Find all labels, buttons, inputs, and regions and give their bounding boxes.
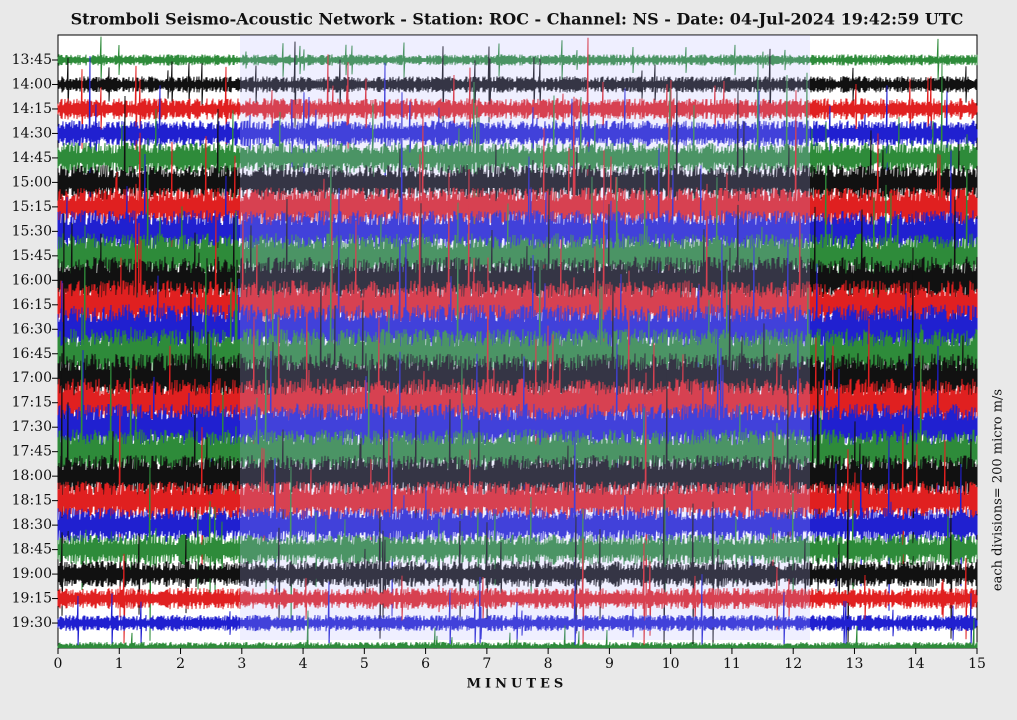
x-tick-label: 2 bbox=[176, 656, 185, 672]
trace bbox=[57, 491, 978, 649]
x-tick-label: 11 bbox=[723, 656, 741, 672]
trace bbox=[57, 36, 978, 84]
y-tick-label: 15:15 bbox=[12, 199, 52, 215]
y-tick-label: 17:15 bbox=[12, 395, 52, 411]
y-tick-label: 14:30 bbox=[12, 125, 52, 141]
y-tick-label: 19:30 bbox=[12, 615, 52, 631]
trace bbox=[57, 193, 978, 368]
trace bbox=[57, 41, 978, 128]
x-tick-label: 1 bbox=[115, 656, 124, 672]
trace bbox=[57, 433, 978, 617]
x-tick-label: 8 bbox=[544, 656, 553, 672]
y-tick-label: 17:30 bbox=[12, 419, 52, 435]
x-tick-label: 12 bbox=[784, 656, 802, 672]
x-tick-label: 6 bbox=[421, 656, 430, 672]
trace bbox=[57, 92, 978, 371]
y-tick-label: 14:15 bbox=[12, 101, 52, 117]
x-tick-label: 15 bbox=[968, 656, 986, 672]
trace bbox=[57, 372, 978, 629]
y-tick-label: 19:00 bbox=[12, 566, 52, 582]
trace bbox=[57, 610, 978, 649]
y-tick-label: 16:30 bbox=[12, 321, 52, 337]
trace bbox=[57, 56, 978, 211]
y-tick-label: 13:45 bbox=[12, 52, 52, 68]
trace bbox=[57, 37, 978, 181]
trace bbox=[57, 90, 978, 324]
y-tick-label: 17:45 bbox=[12, 444, 52, 460]
x-tick-label: 7 bbox=[482, 656, 491, 672]
y-tick-label: 16:00 bbox=[12, 272, 52, 288]
trace bbox=[57, 356, 978, 596]
trace bbox=[57, 309, 978, 594]
y-tick-label: 14:00 bbox=[12, 76, 52, 92]
y-tick-label: 16:45 bbox=[12, 346, 52, 362]
trace bbox=[57, 83, 978, 282]
x-tick-label: 9 bbox=[605, 656, 614, 672]
traces bbox=[57, 36, 978, 649]
y-tick-label: 16:15 bbox=[12, 297, 52, 313]
trace bbox=[57, 574, 978, 649]
trace bbox=[57, 60, 978, 255]
x-tick-label: 0 bbox=[54, 656, 63, 672]
y-tick-label: 18:45 bbox=[12, 542, 52, 558]
y-axis-label: each divisions= 200 micro m/s bbox=[991, 389, 1006, 591]
trace bbox=[57, 188, 978, 471]
chart-title: Stromboli Seismo-Acoustic Network - Stat… bbox=[71, 10, 964, 29]
y-tick-label: 15:00 bbox=[12, 174, 52, 190]
y-tick-label: 18:30 bbox=[12, 517, 52, 533]
x-tick-label: 4 bbox=[299, 656, 308, 672]
y-tick-label: 18:00 bbox=[12, 468, 52, 484]
y-tick-label: 17:00 bbox=[12, 370, 52, 386]
x-tick-label: 14 bbox=[907, 656, 925, 672]
y-tick-label: 14:45 bbox=[12, 150, 52, 166]
trace bbox=[57, 538, 978, 649]
x-tick-label: 13 bbox=[846, 656, 864, 672]
watermark-overlay bbox=[240, 35, 810, 640]
x-tick-label: 5 bbox=[360, 656, 369, 672]
y-tick-label: 19:15 bbox=[12, 591, 52, 607]
x-axis-label: MINUTES bbox=[467, 677, 568, 692]
trace bbox=[57, 122, 978, 390]
x-tick-label: 10 bbox=[662, 656, 680, 672]
trace bbox=[57, 458, 978, 641]
y-tick-label: 15:45 bbox=[12, 248, 52, 264]
x-tick-label: 3 bbox=[237, 656, 246, 672]
trace bbox=[57, 310, 978, 545]
y-tick-label: 18:15 bbox=[12, 493, 52, 509]
y-tick-label: 15:30 bbox=[12, 223, 52, 239]
